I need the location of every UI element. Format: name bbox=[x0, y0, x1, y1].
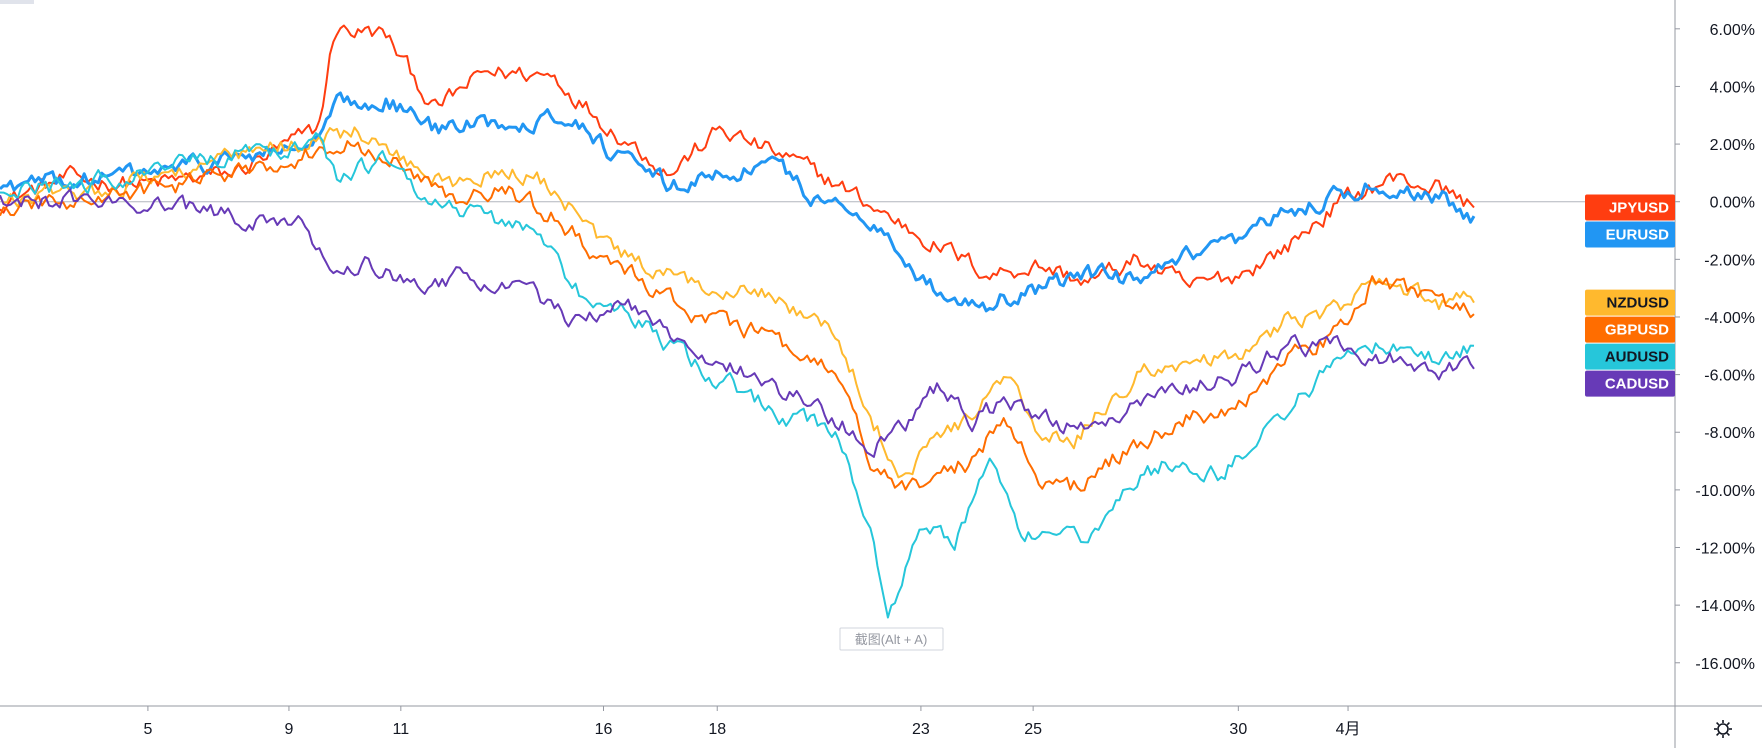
symbol-label-text: AUDUSD bbox=[1605, 349, 1669, 366]
y-tick-label: -10.00% bbox=[1695, 483, 1755, 500]
symbol-label-eurusd: EURUSD bbox=[1585, 221, 1675, 248]
y-tick-label: 2.00% bbox=[1710, 137, 1755, 154]
symbol-label-text: CADUSD bbox=[1605, 376, 1669, 393]
y-tick-label: -14.00% bbox=[1695, 598, 1755, 615]
y-tick-label: -6.00% bbox=[1704, 368, 1755, 385]
series-line-cadusd bbox=[0, 188, 1475, 458]
series-line-gbpusd bbox=[0, 140, 1475, 492]
y-tick-label: -12.00% bbox=[1695, 541, 1755, 558]
y-tick-label: 4.00% bbox=[1710, 79, 1755, 96]
symbol-label-text: NZDUSD bbox=[1607, 295, 1670, 312]
symbol-label-text: EURUSD bbox=[1606, 226, 1670, 243]
x-tick-label: 9 bbox=[284, 721, 293, 738]
gear-icon[interactable] bbox=[1714, 720, 1732, 738]
symbol-label-cadusd: CADUSD bbox=[1585, 370, 1675, 397]
symbol-label-text: JPYUSD bbox=[1609, 199, 1669, 216]
x-tick-label: 30 bbox=[1229, 721, 1247, 738]
time-axis[interactable]: 5 9 11 16 18 23 25 30 4月 bbox=[143, 706, 1360, 738]
symbol-label-audusd: AUDUSD bbox=[1585, 343, 1675, 370]
y-tick-label: 6.00% bbox=[1710, 22, 1755, 39]
tooltip-text: 截图(Alt + A) bbox=[855, 632, 928, 647]
y-tick-label: 0.00% bbox=[1710, 195, 1755, 212]
plot-area[interactable] bbox=[0, 24, 1675, 619]
x-tick-label: 5 bbox=[143, 721, 152, 738]
symbol-label-text: GBPUSD bbox=[1605, 322, 1669, 339]
symbol-label-jpyusd: JPYUSD bbox=[1585, 194, 1675, 221]
x-tick-label: 11 bbox=[393, 721, 410, 738]
symbol-labels: JPYUSD EURUSD NZDUSD GBPUSD AUDUSD CADUSD bbox=[1585, 194, 1675, 397]
x-tick-label: 23 bbox=[912, 721, 930, 738]
symbol-label-gbpusd: GBPUSD bbox=[1585, 316, 1675, 343]
y-tick-label: -4.00% bbox=[1704, 310, 1755, 327]
x-tick-label: 25 bbox=[1024, 721, 1042, 738]
series-line-audusd bbox=[0, 132, 1475, 619]
symbol-label-nzdusd: NZDUSD bbox=[1585, 289, 1675, 316]
screenshot-tooltip: 截图(Alt + A) bbox=[839, 627, 944, 651]
x-tick-label: 16 bbox=[595, 721, 613, 738]
series-line-eurusd bbox=[0, 91, 1476, 313]
x-tick-label: 18 bbox=[708, 721, 726, 738]
corner-marker bbox=[0, 0, 34, 4]
series-line-nzdusd bbox=[0, 126, 1475, 479]
series-line-jpyusd bbox=[0, 24, 1475, 288]
y-tick-label: -16.00% bbox=[1695, 656, 1755, 673]
price-axis[interactable]: 6.00% 4.00% 2.00% 0.00% -2.00% -4.00% -6.00% -8… bbox=[1675, 22, 1755, 673]
y-tick-label: -8.00% bbox=[1704, 425, 1755, 442]
y-tick-label: -2.00% bbox=[1704, 252, 1755, 269]
x-tick-label: 4月 bbox=[1336, 721, 1361, 738]
